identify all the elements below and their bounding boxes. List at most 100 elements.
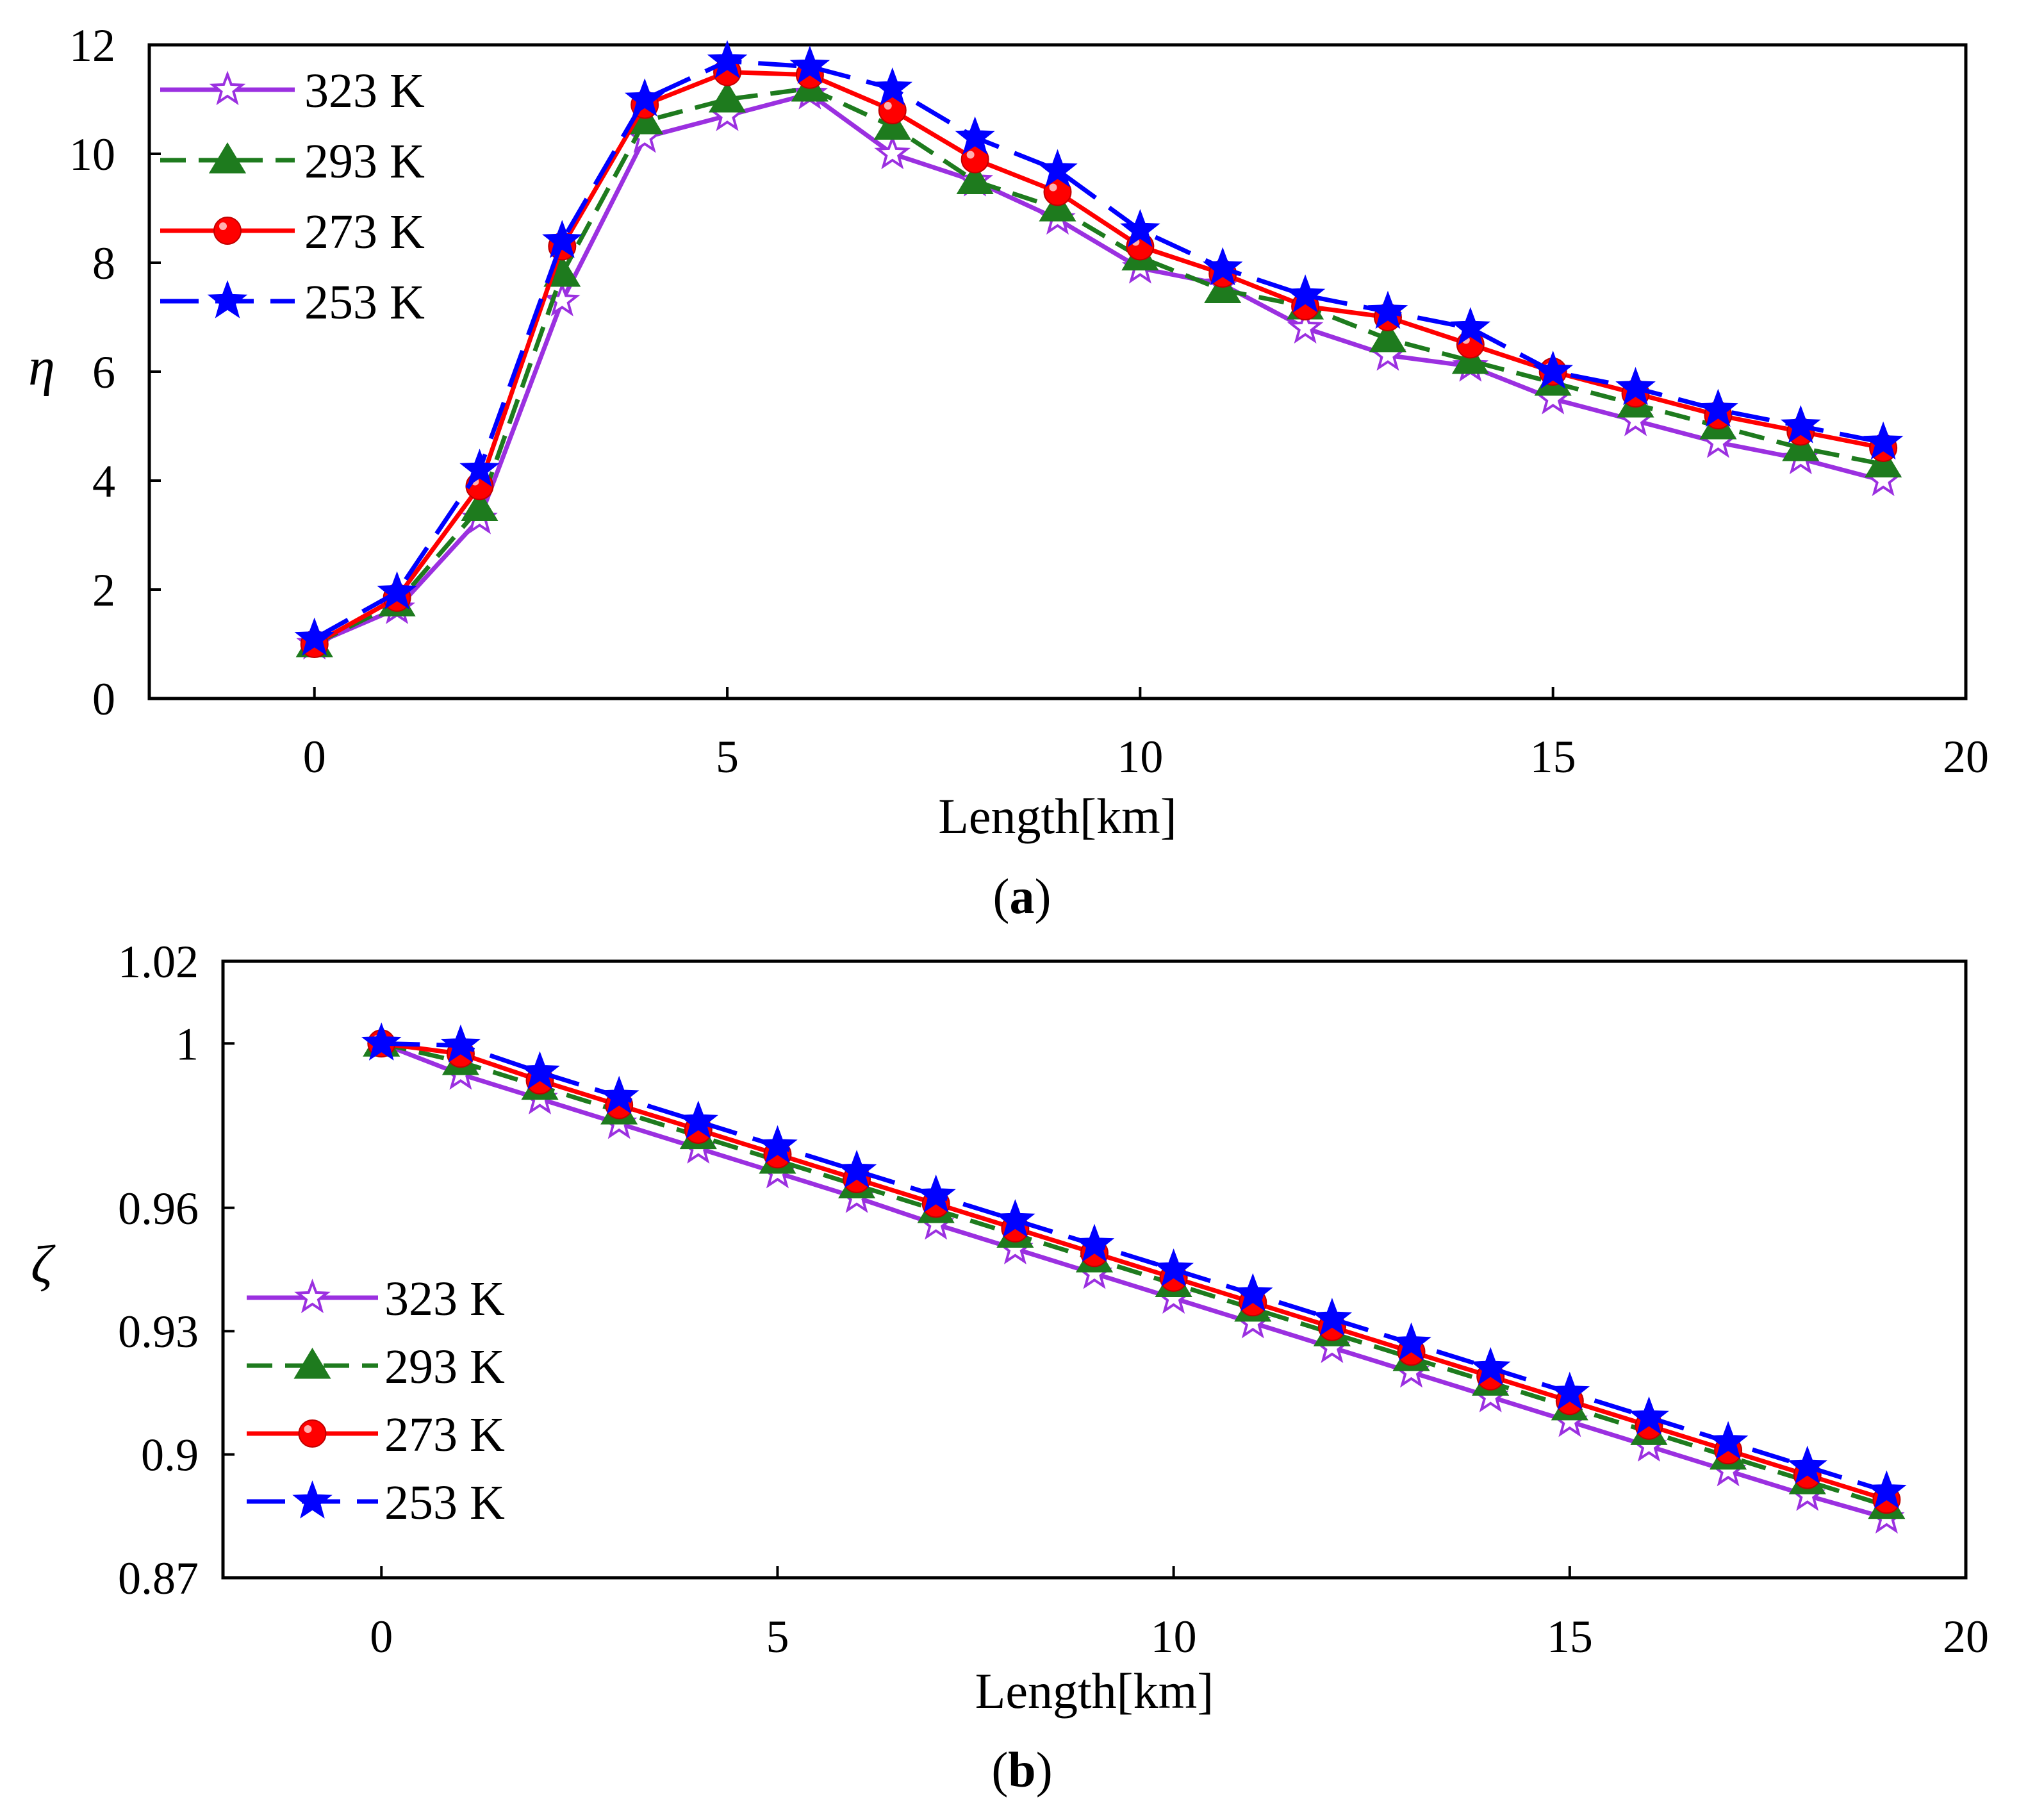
data-point: [1391, 1322, 1431, 1361]
series-253-K: [361, 1022, 1907, 1509]
x-tick-label: 10: [1151, 1611, 1197, 1662]
data-point: [294, 617, 335, 656]
data-point: [1369, 321, 1407, 352]
data-point: [995, 1199, 1035, 1237]
y-axis-title: η: [28, 337, 55, 397]
legend-label: 253 K: [384, 1476, 505, 1530]
data-point: [1787, 1445, 1828, 1484]
panel-a-chart: 0 5 10 15 20 0 2 4 6 8 10 12 Length[km] η (a) 323 K 293 …: [28, 20, 1989, 924]
data-point: [1367, 290, 1408, 329]
data-point: [1287, 309, 1324, 344]
x-tick-label: 10: [1117, 731, 1163, 782]
x-axis-title: Length[km]: [938, 788, 1177, 844]
panel-b-chart: 0 5 10 15 20 0.87 0.9 0.93 0.96 1 1.02 Length[km] ζ (…: [31, 936, 1989, 1798]
data-point: [1470, 1347, 1511, 1385]
y-tick-label: 0.87: [118, 1553, 199, 1604]
data-point: [1863, 421, 1904, 460]
y-axis-title: ζ: [31, 1235, 56, 1294]
x-tick-label: 5: [766, 1611, 789, 1662]
data-point: [1451, 343, 1489, 374]
y-tick-label: 6: [92, 347, 115, 398]
y-tick-label: 0.93: [118, 1306, 199, 1357]
data-point: [1232, 1273, 1273, 1312]
series-line: [313, 70, 1884, 647]
marker-highlight: [966, 151, 975, 159]
data-point: [708, 81, 746, 113]
series-line: [313, 92, 1884, 647]
data-point: [624, 78, 665, 117]
data-point: [1698, 388, 1738, 427]
data-point: [1204, 272, 1242, 303]
data-point: [440, 1024, 481, 1063]
data-point: [1312, 1298, 1353, 1336]
marker-highlight: [1049, 183, 1057, 192]
data-point: [955, 116, 995, 155]
x-tick-label: 20: [1943, 731, 1989, 782]
y-tick-label: 1.02: [118, 936, 199, 988]
data-point: [757, 1125, 798, 1164]
data-point: [542, 220, 582, 258]
legend-label: 323 K: [304, 64, 425, 118]
data-point: [361, 1022, 402, 1061]
y-tick-label: 12: [69, 20, 115, 71]
legend-label: 293 K: [304, 135, 425, 188]
data-point: [874, 135, 911, 170]
legend-marker: [208, 142, 247, 174]
marker-highlight: [884, 102, 892, 110]
data-point: [873, 108, 911, 140]
data-point: [461, 490, 499, 521]
data-point: [836, 1150, 877, 1188]
data-point: [1782, 430, 1820, 461]
data-point: [872, 67, 913, 106]
data-point: [678, 1100, 719, 1139]
x-tick-label: 15: [1530, 731, 1576, 782]
data-point: [1780, 405, 1821, 443]
legend: 323 K 293 K 273 K 253 K: [247, 1272, 505, 1530]
y-tick-label: 4: [92, 456, 115, 507]
data-point: [1867, 1470, 1907, 1509]
y-tick-label: 1: [176, 1018, 199, 1070]
data-point: [1708, 1421, 1749, 1459]
data-point: [1039, 190, 1076, 222]
series-253-K: [294, 40, 1904, 656]
legend-label: 323 K: [384, 1272, 505, 1326]
x-tick-label: 0: [370, 1611, 393, 1662]
data-point: [1202, 247, 1243, 286]
series-293-K: [363, 1025, 1906, 1519]
data-point: [1450, 307, 1491, 345]
data-point: [1615, 367, 1656, 406]
data-point: [1153, 1248, 1194, 1287]
data-point: [916, 1174, 957, 1213]
series-323-K: [296, 74, 1902, 660]
legend-label: 273 K: [384, 1408, 505, 1462]
legend-marker: [209, 70, 246, 106]
data-point: [1865, 446, 1902, 477]
marker-highlight: [304, 1425, 312, 1433]
legend-marker: [292, 1480, 333, 1519]
x-axis-title: Length[km]: [975, 1663, 1214, 1719]
legend: 323 K 293 K 273 K 253 K: [160, 64, 425, 329]
data-point: [1629, 1396, 1669, 1435]
x-tick-label: 0: [303, 731, 326, 782]
y-tick-label: 10: [69, 129, 115, 180]
data-point: [1533, 351, 1573, 389]
legend-label: 293 K: [384, 1340, 505, 1394]
series-line: [313, 86, 1884, 647]
panel-label: (a): [993, 868, 1051, 924]
data-point: [956, 163, 994, 194]
legend-label: 253 K: [304, 276, 425, 329]
legend-marker: [213, 217, 242, 245]
legend-marker: [294, 1278, 331, 1314]
x-tick-label: 5: [716, 731, 739, 782]
legend-marker: [298, 1419, 327, 1448]
data-point: [1037, 149, 1078, 188]
plot-frame: [221, 959, 1968, 1580]
series-323-K: [363, 1024, 1905, 1534]
y-tick-label: 0: [92, 674, 115, 725]
marker-highlight: [219, 222, 227, 230]
x-tick-label: 20: [1943, 1611, 1989, 1662]
y-tick-label: 0.9: [141, 1430, 199, 1481]
data-point: [1285, 274, 1326, 313]
data-point: [459, 449, 500, 487]
